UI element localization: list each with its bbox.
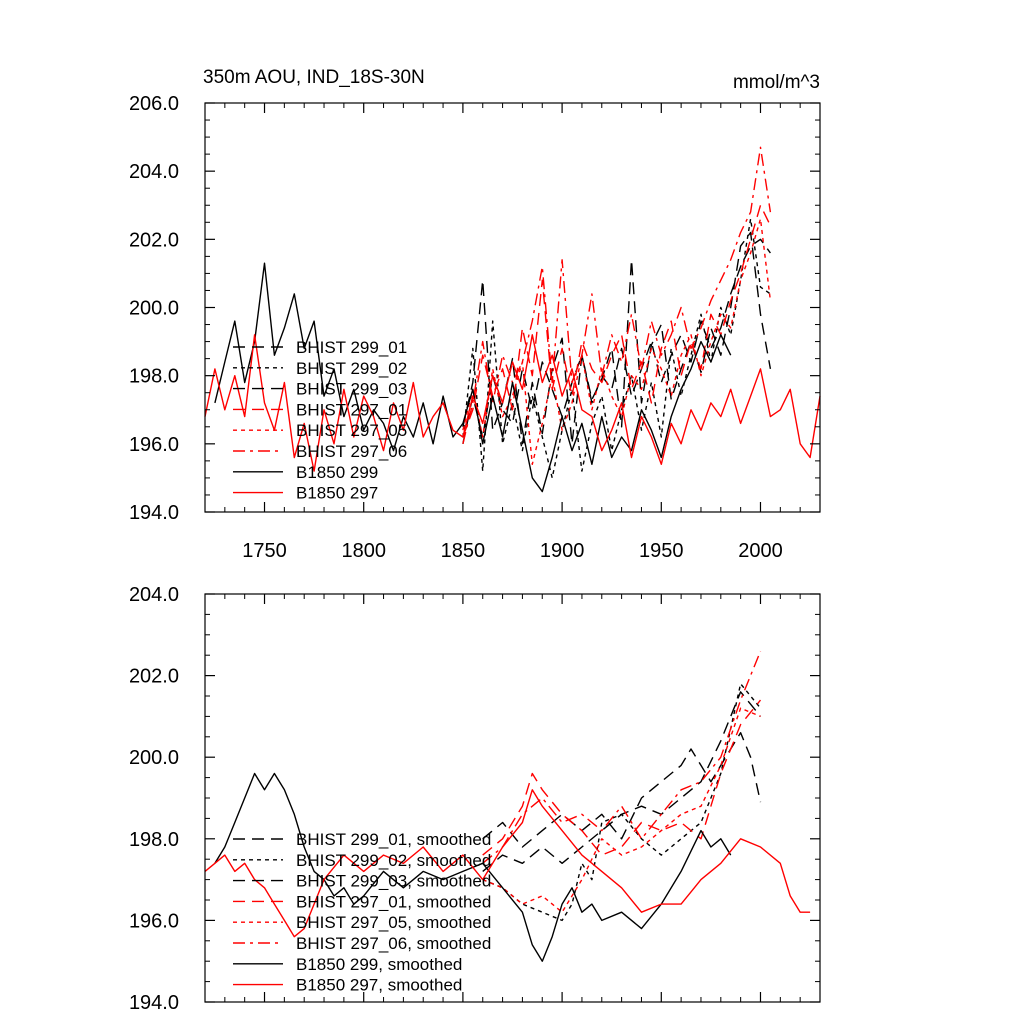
top-ytick-label: 198.0 [129, 366, 179, 388]
top-legend-label: B1850 297 [296, 484, 378, 503]
top-panel: 350m AOU, IND_18S-30N mmol/m^3 194.0 196.… [129, 67, 821, 562]
bottom-ytick-label: 198.0 [129, 829, 179, 851]
top-xtick-label: 1750 [242, 540, 287, 562]
top-series-line-1 [462, 231, 772, 445]
top-series-line-6 [462, 146, 772, 444]
bottom-series-line-3 [482, 691, 762, 872]
bottom-series-line-6 [482, 650, 762, 864]
top-ytick-label: 204.0 [129, 161, 179, 183]
bottom-ytick-label: 202.0 [129, 666, 179, 688]
top-xtick-label: 1900 [540, 540, 585, 562]
bottom-legend-label: BHIST 299_03, smoothed [296, 872, 491, 891]
bottom-legend-label: BHIST 299_01, smoothed [296, 830, 491, 849]
bottom-series-line-4 [482, 699, 762, 856]
bottom-legend-label: BHIST 297_06, smoothed [296, 934, 491, 953]
top-ytick-label: 196.0 [129, 434, 179, 456]
top-xtick-label: 1800 [341, 540, 386, 562]
bottom-ytick-label: 200.0 [129, 747, 179, 769]
bottom-legend-label: BHIST 299_02, smoothed [296, 851, 491, 870]
bottom-legend: BHIST 299_01, smoothed BHIST 299_02, smoo… [233, 830, 491, 995]
top-series-line-3 [462, 238, 771, 444]
top-series-line-4 [462, 204, 772, 438]
top-units-label: mmol/m^3 [733, 72, 820, 93]
top-series-line-5 [462, 218, 772, 465]
top-series-line-7 [214, 262, 732, 493]
top-legend-label: BHIST 297_06 [296, 442, 407, 461]
bottom-ytick-label: 204.0 [129, 584, 179, 606]
bottom-series-line-8 [204, 789, 811, 938]
bottom-series-line-7 [214, 772, 732, 962]
top-legend-label: BHIST 297_01 [296, 400, 407, 419]
top-ytick-label: 200.0 [129, 298, 179, 320]
top-legend-label: BHIST 297_05 [296, 421, 407, 440]
bottom-legend-label: B1850 297, smoothed [296, 976, 462, 995]
top-xtick-label: 1950 [639, 540, 684, 562]
top-title: 350m AOU, IND_18S-30N [203, 67, 425, 88]
top-legend-label: BHIST 299_02 [296, 359, 407, 378]
bottom-series-group [204, 650, 811, 962]
bottom-ytick-label: 194.0 [129, 992, 179, 1014]
bottom-series-line-5 [482, 707, 761, 913]
bottom-series-line-1 [482, 732, 762, 848]
top-ytick-label: 202.0 [129, 229, 179, 251]
top-series-group [204, 146, 821, 493]
top-axes: 194.0 196.0 198.0 200.0 202.0 204.0 206.0 1750 1… [129, 93, 821, 562]
top-legend-label: BHIST 299_01 [296, 338, 407, 357]
bottom-axes: 194.0 196.0 198.0 200.0 202.0 204.0 [129, 584, 821, 1014]
bottom-ytick-label: 196.0 [129, 910, 179, 932]
top-ytick-label: 194.0 [129, 502, 179, 524]
top-ytick-label: 206.0 [129, 93, 179, 115]
top-legend-label: BHIST 299_03 [296, 380, 407, 399]
top-legend-label: B1850 299 [296, 463, 378, 482]
bottom-legend-label: BHIST 297_01, smoothed [296, 892, 491, 911]
top-series-line-8 [204, 334, 821, 472]
bottom-legend-label: BHIST 297_05, smoothed [296, 913, 491, 932]
top-series-line-2 [462, 218, 771, 479]
top-xtick-label: 1850 [441, 540, 486, 562]
top-xtick-label: 2000 [738, 540, 783, 562]
bottom-panel: 194.0 196.0 198.0 200.0 202.0 204.0 BHIST 299… [129, 584, 821, 1014]
bottom-legend-label: B1850 299, smoothed [296, 955, 462, 974]
